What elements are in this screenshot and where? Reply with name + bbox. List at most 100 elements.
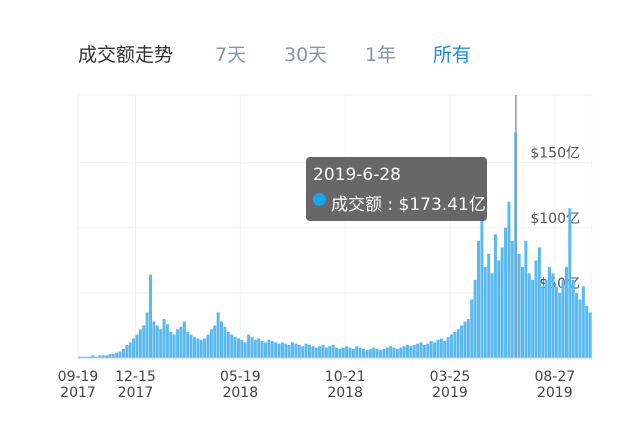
bar xyxy=(564,266,568,358)
bar xyxy=(558,292,562,358)
bar xyxy=(88,356,92,358)
bar xyxy=(368,348,372,358)
bar xyxy=(172,334,176,358)
bar xyxy=(159,329,163,358)
bar xyxy=(534,260,538,358)
bar xyxy=(132,338,136,358)
bar xyxy=(98,355,102,358)
bar xyxy=(544,279,548,358)
bar xyxy=(588,312,592,358)
bar xyxy=(169,331,173,358)
bar xyxy=(84,356,88,358)
bar xyxy=(270,341,274,358)
bar xyxy=(233,337,237,358)
bar xyxy=(433,342,437,358)
bar xyxy=(324,347,328,358)
bar xyxy=(355,346,359,358)
bar xyxy=(182,321,186,358)
bar xyxy=(372,347,376,358)
bar xyxy=(152,321,156,358)
bar xyxy=(409,346,413,358)
bar xyxy=(125,344,129,358)
bar xyxy=(568,208,572,358)
bar xyxy=(531,279,535,358)
bar xyxy=(186,331,190,358)
bar xyxy=(291,342,295,358)
tab[interactable]: 30天 xyxy=(284,44,328,66)
bar xyxy=(541,286,545,358)
bar xyxy=(456,329,460,358)
tab[interactable]: 所有 xyxy=(433,44,472,66)
bar xyxy=(240,339,244,358)
bar xyxy=(179,326,183,358)
bar xyxy=(389,346,393,358)
bar xyxy=(345,346,349,358)
bar xyxy=(571,279,575,358)
bar xyxy=(358,347,362,358)
bar xyxy=(473,279,477,358)
bar xyxy=(230,334,234,358)
tab[interactable]: 7天 xyxy=(215,44,247,66)
y-tick-label: $100亿 xyxy=(530,211,580,227)
bar xyxy=(524,240,528,358)
bar xyxy=(395,348,399,358)
bar xyxy=(581,286,585,358)
bar xyxy=(284,343,288,358)
bar xyxy=(412,344,416,358)
bar xyxy=(480,214,484,358)
x-tick-label: 10-21 2018 xyxy=(324,369,366,401)
bar xyxy=(463,321,467,358)
bar xyxy=(142,325,146,358)
bar xyxy=(490,273,494,358)
bar xyxy=(213,325,217,358)
x-tick-label: 05-19 2018 xyxy=(219,369,261,401)
bar xyxy=(250,337,254,358)
bar xyxy=(385,347,389,358)
bar xyxy=(247,334,251,358)
bar xyxy=(392,347,396,358)
bar xyxy=(128,342,132,358)
bar xyxy=(287,344,291,358)
bar xyxy=(118,351,122,358)
bar xyxy=(263,342,267,358)
bar xyxy=(520,266,524,358)
bar xyxy=(301,346,305,358)
bar xyxy=(500,247,504,358)
x-tick-label: 08-27 2019 xyxy=(534,369,576,401)
bar xyxy=(216,312,220,358)
bar xyxy=(108,354,112,358)
bar xyxy=(189,334,193,358)
bar xyxy=(466,318,470,358)
bar xyxy=(274,342,278,358)
bar xyxy=(321,344,325,358)
bar xyxy=(348,347,352,358)
bar xyxy=(561,279,565,358)
bar xyxy=(439,338,443,358)
bar xyxy=(453,331,457,358)
bar xyxy=(176,329,180,358)
bar xyxy=(351,348,355,358)
bar xyxy=(318,346,322,358)
bar xyxy=(422,344,426,358)
x-tick-label: 09-19 2017 xyxy=(57,369,99,401)
bar xyxy=(504,227,508,358)
bar xyxy=(294,343,298,358)
bar xyxy=(199,339,203,358)
bar xyxy=(416,343,420,358)
bar xyxy=(91,355,95,358)
tab[interactable]: 1年 xyxy=(365,44,397,66)
bar xyxy=(382,348,386,358)
bar xyxy=(115,352,119,358)
bar xyxy=(145,312,149,358)
bar xyxy=(575,292,579,358)
bar xyxy=(267,339,271,358)
bar xyxy=(406,344,409,358)
bar xyxy=(297,344,301,358)
bar xyxy=(402,346,406,358)
bar xyxy=(375,348,379,358)
bar xyxy=(507,201,511,358)
bar xyxy=(162,318,166,358)
bar xyxy=(470,299,474,358)
bar xyxy=(105,355,109,358)
